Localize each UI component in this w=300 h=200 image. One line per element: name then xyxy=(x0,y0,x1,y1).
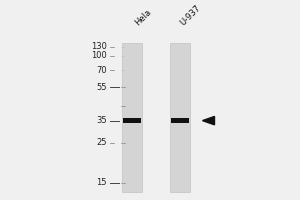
Text: 100: 100 xyxy=(91,51,106,60)
Bar xyxy=(122,43,142,192)
Text: 25: 25 xyxy=(96,138,106,147)
Text: 15: 15 xyxy=(96,178,106,187)
Bar xyxy=(170,43,190,192)
Text: U-937: U-937 xyxy=(178,4,202,28)
Polygon shape xyxy=(202,116,214,125)
Bar xyxy=(123,118,141,123)
Text: Hela: Hela xyxy=(133,8,153,28)
Text: 55: 55 xyxy=(96,83,106,92)
Text: 35: 35 xyxy=(96,116,106,125)
Text: 130: 130 xyxy=(91,42,106,51)
Text: 70: 70 xyxy=(96,66,106,75)
Bar xyxy=(171,118,189,123)
